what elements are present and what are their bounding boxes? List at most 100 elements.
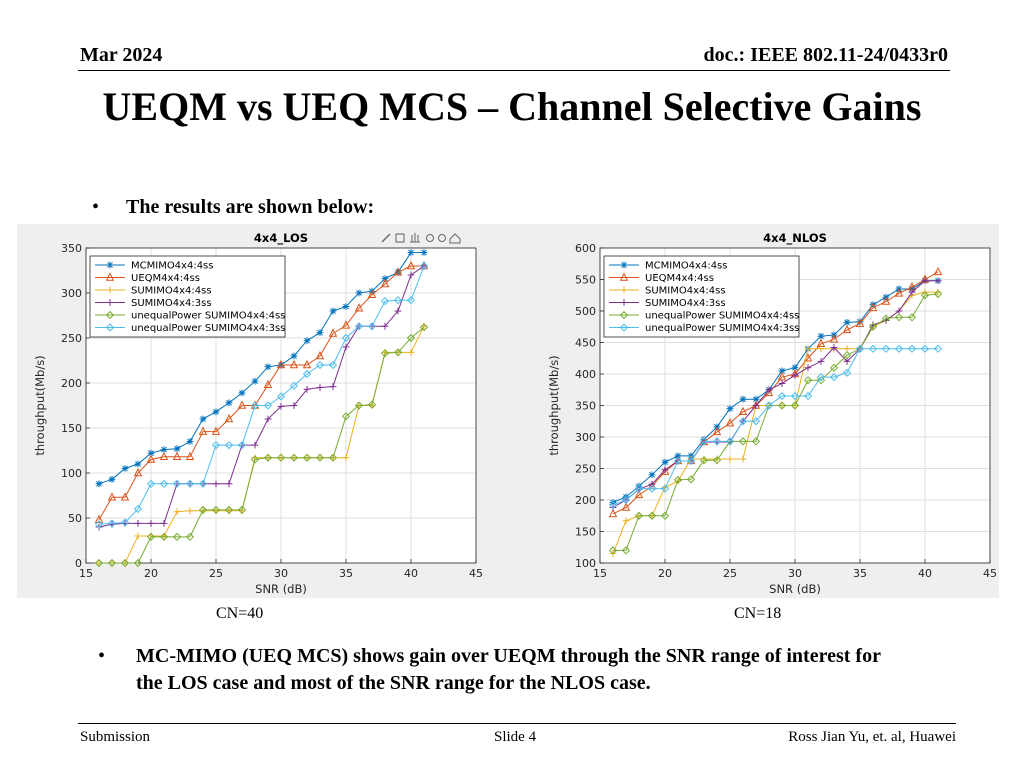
data-point <box>661 466 669 474</box>
data-point <box>185 451 195 461</box>
series-line <box>99 326 425 564</box>
data-point <box>622 517 630 525</box>
data-point <box>108 475 116 483</box>
data-point <box>420 249 428 256</box>
data-point <box>621 546 631 555</box>
data-point <box>843 318 851 326</box>
data-point <box>699 456 709 465</box>
data-point <box>238 389 246 397</box>
footer-author: Ross Jian Yu, et. al, Huawei <box>788 729 956 745</box>
data-point <box>133 504 143 514</box>
data-point <box>146 454 156 463</box>
data-point <box>804 364 812 372</box>
header-divider <box>78 70 950 71</box>
data-point <box>315 453 325 462</box>
x-tick-label: 30 <box>274 567 288 580</box>
data-point <box>225 399 233 407</box>
data-point <box>739 455 747 463</box>
data-point <box>367 289 377 299</box>
data-point <box>934 277 942 285</box>
x-tick-label: 40 <box>918 567 932 580</box>
legend-marker <box>106 261 114 269</box>
series-mcmimo4x4-4ss <box>95 249 428 488</box>
legend-box <box>603 255 800 338</box>
data-point <box>829 373 839 382</box>
legend-marker <box>619 272 629 281</box>
series-ueqm4x4-4ss <box>94 260 429 524</box>
data-point <box>803 391 813 401</box>
data-point <box>621 502 631 511</box>
data-point <box>250 401 260 410</box>
data-point <box>237 505 247 515</box>
data-point <box>355 289 363 297</box>
data-point <box>289 359 299 369</box>
data-point <box>660 511 670 520</box>
data-point <box>778 367 786 375</box>
data-point <box>277 403 285 410</box>
data-point <box>634 489 644 499</box>
data-point <box>816 376 826 385</box>
data-point <box>608 508 618 518</box>
data-point <box>341 333 351 343</box>
home-icon <box>449 233 461 244</box>
data-point <box>186 438 194 445</box>
legend-label: SUMIMO4x4:4ss <box>645 286 726 297</box>
legend-marker <box>106 299 114 306</box>
chart-nlos: 15 20 25 30 35 40 45 100 150 200 250 300 350 400 450 50… <box>547 231 997 596</box>
data-point <box>894 288 904 297</box>
data-point <box>712 426 722 436</box>
data-point <box>419 323 429 332</box>
legend-marker <box>105 323 115 332</box>
data-point <box>777 372 787 381</box>
chart-title: 4x4_NLOS <box>763 231 827 246</box>
legend-label: UEQM4x4:4ss <box>131 273 200 284</box>
data-point <box>250 455 260 464</box>
data-point <box>211 426 221 435</box>
x-tick-label: 20 <box>658 567 672 580</box>
data-point <box>751 417 761 426</box>
x-tick-label: 20 <box>144 567 158 580</box>
data-point <box>329 307 337 315</box>
zoom-in-icon <box>426 234 434 242</box>
data-point <box>224 505 234 515</box>
data-point <box>367 400 377 409</box>
data-point <box>791 364 799 372</box>
caption-left: CN=40 <box>216 605 264 622</box>
data-point <box>647 511 657 520</box>
data-point <box>263 379 273 389</box>
y-tick-label: 150 <box>61 422 82 435</box>
data-point <box>868 322 878 331</box>
y-tick-label: 500 <box>575 305 596 318</box>
data-point <box>686 456 696 466</box>
data-point <box>316 329 324 336</box>
data-point <box>673 456 683 466</box>
series-unequalpower-sumimo4x4-4ss <box>94 323 429 568</box>
legend-marker <box>620 299 628 306</box>
brush-icon <box>381 233 391 243</box>
data-point <box>381 322 389 330</box>
data-point <box>725 418 735 427</box>
legend-marker <box>105 310 115 320</box>
data-point <box>647 484 657 493</box>
data-point <box>855 318 865 327</box>
data-point <box>354 303 364 312</box>
data-point <box>380 349 390 358</box>
legend-label: SUMIMO4x4:3ss <box>131 298 212 309</box>
chart-los: 15 20 25 30 35 40 45 0 50 100 150 200 250 300 350 4x4_L… <box>33 231 483 596</box>
data-point <box>315 360 325 370</box>
data-point <box>393 348 403 357</box>
data-point <box>764 401 774 410</box>
data-point <box>107 492 117 501</box>
data-point <box>198 426 208 435</box>
series-unequalpower-sumimo4x4-3ss <box>94 261 429 529</box>
data-point <box>290 402 298 409</box>
data-point <box>908 288 916 296</box>
data-point <box>341 320 351 329</box>
data-point <box>342 303 350 310</box>
legend-label: unequalPower SUMIMO4x4:3ss <box>645 323 799 334</box>
legend-marker <box>620 261 628 269</box>
data-point <box>634 511 644 520</box>
data-point <box>894 344 904 353</box>
data-point <box>790 391 800 401</box>
x-tick-label: 45 <box>983 567 997 580</box>
